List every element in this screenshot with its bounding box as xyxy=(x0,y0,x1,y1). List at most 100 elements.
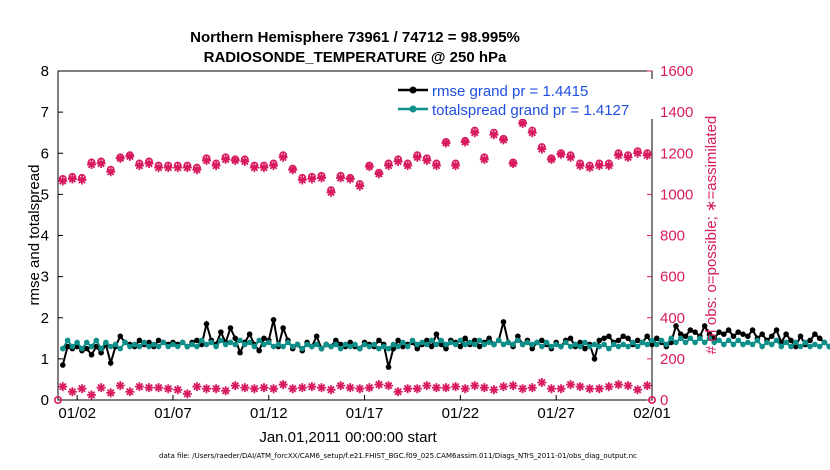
rmse-point xyxy=(146,339,152,346)
spread-point xyxy=(649,337,655,344)
obs-assimilated-point xyxy=(67,387,77,397)
spread-point xyxy=(471,341,478,348)
obs-assimilated-point xyxy=(594,161,604,171)
rmse-point xyxy=(390,345,397,352)
spread-point xyxy=(237,337,243,344)
spread-point xyxy=(639,339,646,346)
spread-point xyxy=(821,339,828,346)
rmse-point xyxy=(433,331,440,338)
spread-point xyxy=(285,339,291,346)
rmse-point xyxy=(749,327,756,333)
spread-point xyxy=(620,341,627,348)
rmse-point xyxy=(400,343,406,350)
rmse-point xyxy=(59,362,66,368)
spread-point xyxy=(213,343,219,350)
obs-assimilated-point xyxy=(182,389,192,399)
spread-point xyxy=(275,341,282,348)
spread-point xyxy=(103,339,109,346)
obs-assimilated-point xyxy=(585,163,595,173)
rmse-point xyxy=(783,331,789,338)
obs-assimilated-point xyxy=(613,150,623,160)
obs-assimilated-point xyxy=(336,173,346,183)
spread-point xyxy=(730,341,737,348)
spread-point xyxy=(740,341,746,348)
rmse-point xyxy=(471,337,478,344)
spread-point xyxy=(510,341,516,348)
spread-point xyxy=(318,345,325,352)
obs-assimilated-point xyxy=(326,385,336,395)
spread-point xyxy=(663,341,670,348)
spread-point xyxy=(505,339,512,346)
obs-possible-point xyxy=(53,395,62,404)
spread-point xyxy=(356,345,363,352)
spread-point xyxy=(754,337,761,344)
y-left-tick-label: 1 xyxy=(41,351,49,368)
y-left-tick-label: 0 xyxy=(41,392,49,409)
obs-assimilated-point xyxy=(431,383,441,393)
rmse-point xyxy=(716,329,722,335)
spread-point xyxy=(404,343,411,350)
rmse-point xyxy=(414,345,421,352)
spread-point xyxy=(112,341,119,348)
obs-assimilated-point xyxy=(125,151,135,161)
spread-point xyxy=(289,343,296,350)
spread-point xyxy=(203,341,210,348)
spread-point xyxy=(352,341,358,348)
spread-point xyxy=(385,345,392,352)
obs-assimilated-point xyxy=(144,383,154,393)
legend-spread-label: totalspread grand pr = 1.4127 xyxy=(432,102,629,119)
spread-point xyxy=(443,341,449,348)
obs-assimilated-point xyxy=(230,381,240,391)
rmse-point xyxy=(428,343,435,350)
obs-assimilated-point xyxy=(67,174,77,184)
spread-point xyxy=(625,343,631,350)
rmse-point xyxy=(792,343,799,350)
spread-point xyxy=(141,339,148,346)
spread-point xyxy=(361,341,368,348)
obs-assimilated-point xyxy=(58,382,68,392)
spread-point xyxy=(366,343,373,350)
spread-point xyxy=(697,335,703,342)
y-right-tick-label: 0 xyxy=(660,392,668,409)
rmse-point xyxy=(615,337,622,344)
spread-point xyxy=(543,339,550,346)
spread-point xyxy=(74,339,80,346)
y-left-tick-label: 5 xyxy=(41,186,49,203)
obs-assimilated-point xyxy=(623,381,633,391)
spread-point xyxy=(323,341,330,348)
spread-point xyxy=(582,339,588,346)
y-axis-label-left: rmse and totalspread xyxy=(26,165,43,306)
x-tick-label: 01/17 xyxy=(346,405,384,422)
spread-point xyxy=(371,341,377,348)
rmse-point xyxy=(194,337,200,344)
obs-assimilated-point xyxy=(441,138,451,148)
spread-point xyxy=(773,337,780,344)
spread-point xyxy=(692,339,698,346)
obs-assimilated-point xyxy=(326,187,336,197)
spread-point xyxy=(687,335,694,342)
y-right-tick-label: 400 xyxy=(660,310,685,327)
obs-assimilated-point xyxy=(527,128,537,138)
obs-assimilated-point xyxy=(527,383,537,393)
obs-assimilated-point xyxy=(87,160,97,170)
y-right-tick-label: 800 xyxy=(660,228,685,245)
x-tick-label: 01/07 xyxy=(154,405,192,422)
obs-assimilated-point xyxy=(566,380,576,390)
x-tick-label: 02/01 xyxy=(633,405,671,422)
obs-assimilated-point xyxy=(556,149,566,159)
obs-assimilated-point xyxy=(278,152,288,162)
spread-point xyxy=(256,337,262,344)
obs-assimilated-point xyxy=(192,382,202,392)
legend-box xyxy=(393,79,653,119)
rmse-point xyxy=(227,325,234,331)
obs-assimilated-point xyxy=(604,382,614,392)
spread-point xyxy=(184,343,191,350)
obs-assimilated-point xyxy=(154,383,164,393)
obs-assimilated-point xyxy=(489,385,499,395)
spread-point xyxy=(792,339,799,346)
spread-point xyxy=(529,341,536,348)
spread-point xyxy=(701,339,708,346)
spread-point xyxy=(428,337,435,344)
spread-point xyxy=(189,341,195,348)
spread-point xyxy=(280,343,286,350)
